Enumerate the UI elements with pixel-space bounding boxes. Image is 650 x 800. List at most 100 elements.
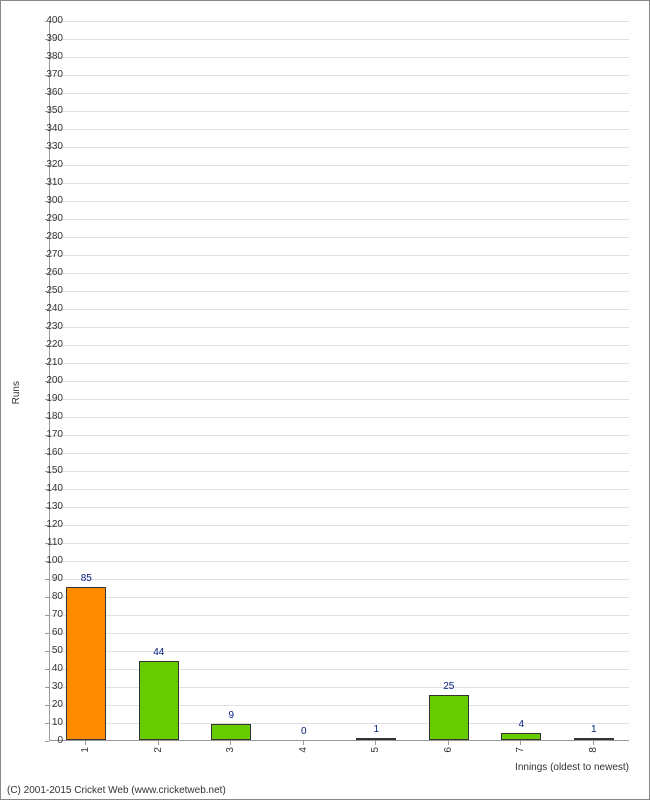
y-tick-label: 20	[52, 700, 63, 710]
gridline	[50, 57, 629, 58]
gridline	[50, 129, 629, 130]
bar	[356, 738, 396, 740]
y-tick-mark	[45, 147, 49, 148]
x-tick-label: 4	[298, 747, 309, 753]
bar	[501, 733, 541, 740]
y-tick-mark	[45, 345, 49, 346]
y-tick-mark	[45, 291, 49, 292]
y-tick-mark	[45, 273, 49, 274]
y-tick-mark	[45, 705, 49, 706]
gridline	[50, 507, 629, 508]
gridline	[50, 381, 629, 382]
gridline	[50, 201, 629, 202]
y-tick-mark	[45, 75, 49, 76]
gridline	[50, 111, 629, 112]
gridline	[50, 723, 629, 724]
x-tick-mark	[448, 741, 449, 745]
y-tick-label: 70	[52, 610, 63, 620]
y-tick-mark	[45, 381, 49, 382]
gridline	[50, 435, 629, 436]
x-tick-label: 8	[588, 747, 599, 753]
gridline	[50, 345, 629, 346]
y-tick-mark	[45, 723, 49, 724]
x-tick-label: 3	[225, 747, 236, 753]
gridline	[50, 705, 629, 706]
x-tick-mark	[85, 741, 86, 745]
bar-value-label: 1	[591, 724, 597, 735]
y-tick-mark	[45, 597, 49, 598]
bar-value-label: 25	[443, 681, 454, 692]
x-tick-label: 5	[370, 747, 381, 753]
bar	[211, 724, 251, 740]
y-tick-mark	[45, 201, 49, 202]
bar	[429, 695, 469, 740]
y-tick-mark	[45, 255, 49, 256]
y-tick-label: 110	[47, 538, 63, 548]
y-tick-mark	[45, 687, 49, 688]
y-tick-mark	[45, 57, 49, 58]
y-tick-mark	[45, 219, 49, 220]
gridline	[50, 219, 629, 220]
y-tick-mark	[45, 39, 49, 40]
gridline	[50, 147, 629, 148]
gridline	[50, 255, 629, 256]
gridline	[50, 687, 629, 688]
gridline	[50, 237, 629, 238]
gridline	[50, 453, 629, 454]
bar	[66, 587, 106, 740]
bar-value-label: 4	[518, 719, 524, 730]
gridline	[50, 633, 629, 634]
plot-area: 85 44 90 1 25 4 1	[49, 21, 629, 741]
y-tick-mark	[45, 471, 49, 472]
y-tick-label: 90	[52, 574, 63, 584]
gridline	[50, 579, 629, 580]
bar-value-label: 9	[228, 710, 234, 721]
x-tick-label: 6	[443, 747, 454, 753]
x-tick-mark	[593, 741, 594, 745]
y-tick-label: 10	[52, 718, 63, 728]
bar	[574, 738, 614, 740]
y-tick-label: 80	[52, 592, 63, 602]
y-tick-mark	[45, 561, 49, 562]
gridline	[50, 39, 629, 40]
y-tick-mark	[45, 363, 49, 364]
y-tick-mark	[45, 525, 49, 526]
gridline	[50, 543, 629, 544]
gridline	[50, 597, 629, 598]
y-tick-mark	[45, 129, 49, 130]
copyright-text: (C) 2001-2015 Cricket Web (www.cricketwe…	[7, 785, 226, 796]
x-tick-mark	[230, 741, 231, 745]
y-tick-mark	[45, 579, 49, 580]
gridline	[50, 183, 629, 184]
gridline	[50, 615, 629, 616]
y-tick-mark	[45, 507, 49, 508]
y-tick-mark	[45, 309, 49, 310]
gridline	[50, 165, 629, 166]
x-tick-mark	[375, 741, 376, 745]
y-tick-mark	[45, 453, 49, 454]
y-tick-mark	[45, 183, 49, 184]
y-tick-label: 40	[52, 664, 63, 674]
y-tick-mark	[45, 741, 49, 742]
gridline	[50, 417, 629, 418]
gridline	[50, 651, 629, 652]
y-tick-mark	[45, 543, 49, 544]
bar-value-label: 85	[81, 573, 92, 584]
gridline	[50, 489, 629, 490]
x-tick-mark	[303, 741, 304, 745]
bar-value-label: 44	[153, 647, 164, 658]
gridline	[50, 93, 629, 94]
y-tick-label: 0	[57, 736, 63, 746]
gridline	[50, 471, 629, 472]
x-tick-label: 1	[80, 747, 91, 753]
gridline	[50, 327, 629, 328]
gridline	[50, 291, 629, 292]
x-tick-label: 7	[515, 747, 526, 753]
y-tick-label: 50	[52, 646, 63, 656]
y-tick-mark	[45, 165, 49, 166]
bar-value-label: 1	[373, 724, 379, 735]
gridline	[50, 399, 629, 400]
y-tick-mark	[45, 435, 49, 436]
x-tick-label: 2	[153, 747, 164, 753]
gridline	[50, 309, 629, 310]
